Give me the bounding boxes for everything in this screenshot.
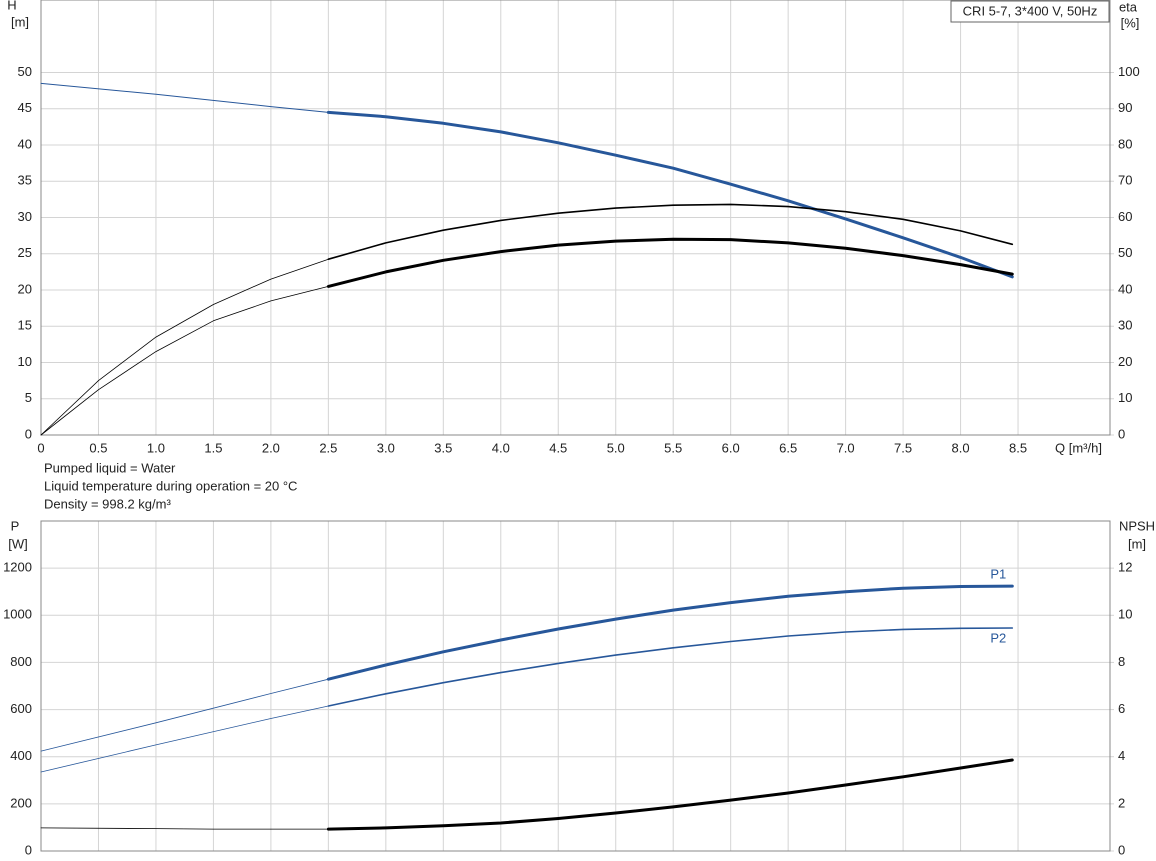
- x-tick-label: 2.5: [319, 440, 337, 455]
- y-tick-label: 800: [10, 654, 32, 669]
- y2-tick-label: 0: [1118, 426, 1125, 441]
- y-axis-label: P: [11, 518, 20, 533]
- y2-tick-label: 60: [1118, 209, 1132, 224]
- y-tick-label: 50: [18, 64, 32, 79]
- y2-axis-label: eta: [1119, 0, 1138, 14]
- x-tick-label: 6.0: [722, 440, 740, 455]
- x-tick-label: 1.0: [147, 440, 165, 455]
- y-tick-label: 1000: [3, 607, 32, 622]
- y2-tick-label: 2: [1118, 795, 1125, 810]
- y2-tick-label: 10: [1118, 390, 1132, 405]
- x-tick-label: 7.0: [837, 440, 855, 455]
- y-tick-label: 5: [25, 390, 32, 405]
- y-tick-label: 25: [18, 245, 32, 260]
- y2-tick-label: 6: [1118, 701, 1125, 716]
- y2-tick-label: 100: [1118, 64, 1140, 79]
- x-tick-label: 0: [37, 440, 44, 455]
- y2-tick-label: 10: [1118, 607, 1132, 622]
- y2-tick-label: 30: [1118, 318, 1132, 333]
- y2-tick-label: 50: [1118, 245, 1132, 260]
- subtitle-box: [950, 0, 1110, 23]
- curve-label: P1: [990, 566, 1006, 581]
- curve: [326, 237, 1014, 288]
- y2-tick-label: 4: [1118, 748, 1125, 763]
- y-tick-label: 400: [10, 748, 32, 763]
- y-axis-label: [m]: [11, 14, 29, 29]
- y2-tick-label: 8: [1118, 654, 1125, 669]
- x-tick-label: 8.0: [952, 440, 970, 455]
- y-tick-label: 10: [18, 354, 32, 369]
- y2-tick-label: 80: [1118, 136, 1132, 151]
- y2-axis-label: NPSH: [1119, 518, 1155, 533]
- y-tick-label: 200: [10, 795, 32, 810]
- y-tick-label: 15: [18, 318, 32, 333]
- y2-axis-label: [m]: [1128, 536, 1146, 551]
- curve: [40, 82, 329, 113]
- curve: [40, 705, 329, 773]
- curve: [40, 286, 329, 436]
- note: Pumped liquid = Water: [44, 460, 176, 475]
- x-tick-label: 6.5: [779, 440, 797, 455]
- x-tick-label: 5.5: [664, 440, 682, 455]
- y-tick-label: 0: [25, 842, 32, 856]
- y-tick-label: 0: [25, 426, 32, 441]
- x-tick-label: 1.5: [204, 440, 222, 455]
- y-tick-label: 20: [18, 281, 32, 296]
- y2-tick-label: 20: [1118, 354, 1132, 369]
- y-tick-label: 1200: [3, 560, 32, 575]
- x-tick-label: 2.0: [262, 440, 280, 455]
- y2-tick-label: 12: [1118, 560, 1132, 575]
- x-tick-label: 5.0: [607, 440, 625, 455]
- y2-tick-label: 70: [1118, 173, 1132, 188]
- subtitle: CRI 5-7, 3*400 V, 50Hz: [963, 3, 1098, 18]
- y2-tick-label: 90: [1118, 100, 1132, 115]
- curve: [327, 627, 1014, 707]
- curve: [40, 678, 329, 752]
- x-tick-label: 0.5: [89, 440, 107, 455]
- note: Liquid temperature during operation = 20…: [44, 478, 297, 493]
- y-axis-label: [W]: [8, 536, 28, 551]
- plot-frame: [40, 520, 1111, 852]
- y-tick-label: 45: [18, 100, 32, 115]
- y2-tick-label: 40: [1118, 281, 1132, 296]
- curve: [40, 258, 329, 436]
- y-tick-label: 600: [10, 701, 32, 716]
- curve: [326, 110, 1014, 279]
- x-axis-label: Q [m³/h]: [1055, 440, 1102, 455]
- x-tick-label: 3.0: [377, 440, 395, 455]
- y2-tick-label: 0: [1118, 842, 1125, 856]
- x-tick-label: 8.5: [1009, 440, 1027, 455]
- x-tick-label: 7.5: [894, 440, 912, 455]
- curve: [326, 584, 1014, 681]
- y-axis-label: H: [7, 0, 16, 12]
- curve-label: P2: [990, 630, 1006, 645]
- curve: [327, 203, 1014, 260]
- curve: [326, 758, 1014, 831]
- y-tick-label: 35: [18, 173, 32, 188]
- y-tick-label: 30: [18, 209, 32, 224]
- y-tick-label: 40: [18, 136, 32, 151]
- x-tick-label: 3.5: [434, 440, 452, 455]
- curve: [40, 827, 329, 830]
- y2-axis-label: [%]: [1121, 15, 1140, 30]
- x-tick-label: 4.5: [549, 440, 567, 455]
- plot-frame: [40, 0, 1111, 436]
- note: Density = 998.2 kg/m³: [44, 496, 171, 511]
- x-tick-label: 4.0: [492, 440, 510, 455]
